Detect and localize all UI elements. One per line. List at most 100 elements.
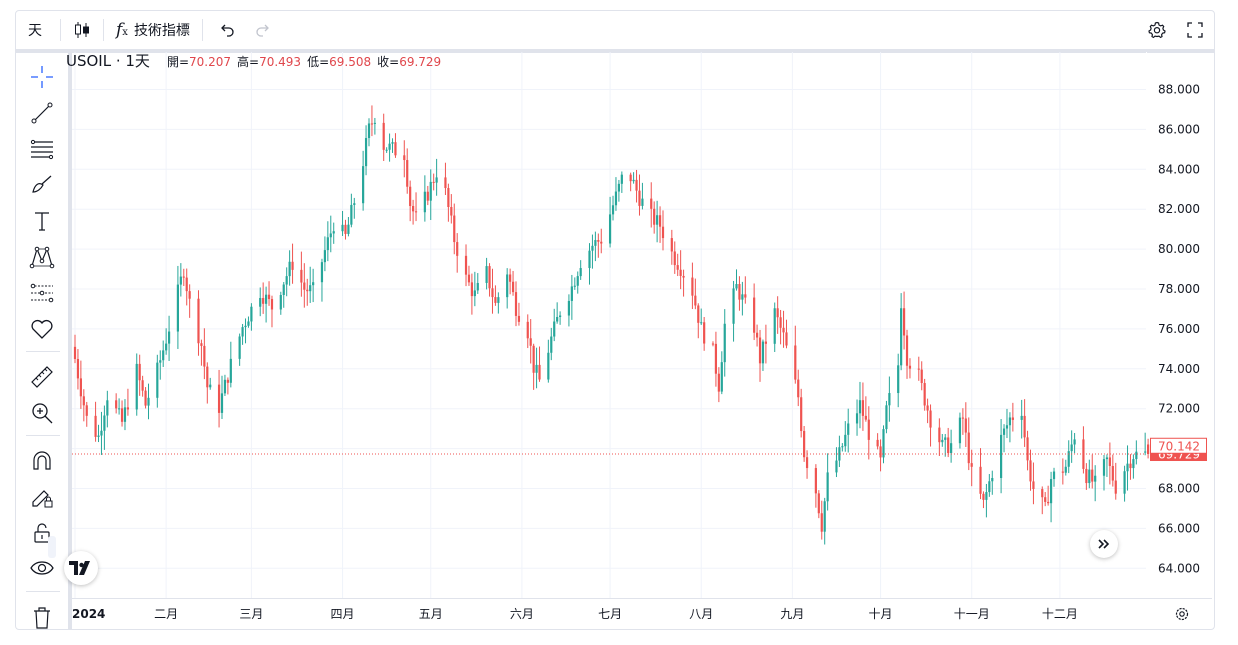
candle-body	[1026, 437, 1029, 461]
candle-body	[744, 294, 747, 298]
hide-tool[interactable]	[26, 553, 58, 585]
candle-body	[262, 298, 265, 304]
fullscreen-button[interactable]	[1176, 11, 1214, 49]
high-label: 高=	[237, 55, 260, 69]
candle-body	[855, 413, 859, 424]
fib-tool[interactable]	[26, 133, 58, 165]
scroll-to-realtime-button[interactable]	[1090, 530, 1118, 558]
candle-body	[1085, 468, 1088, 484]
candle-body	[118, 408, 121, 410]
candle-body	[567, 300, 571, 316]
candle-body	[312, 282, 315, 286]
candle-body	[758, 337, 762, 364]
candle-body	[650, 198, 653, 209]
tradingview-logo[interactable]	[64, 551, 98, 585]
candle-body	[947, 437, 950, 454]
candle-body	[908, 365, 912, 369]
forecast-tool[interactable]	[26, 277, 58, 309]
candles-icon	[75, 22, 89, 38]
candle-body	[115, 400, 118, 409]
measure-tool[interactable]	[26, 361, 58, 393]
candle-body	[1064, 466, 1067, 473]
candle-body	[491, 288, 494, 298]
double-chevron-right-icon	[1098, 539, 1110, 549]
candle-body	[367, 123, 371, 139]
candle-body	[203, 345, 206, 367]
candle-body	[1052, 471, 1056, 480]
candle-body	[309, 285, 312, 292]
redo-button[interactable]	[245, 11, 281, 49]
candle-body	[1002, 428, 1006, 435]
candle-body	[611, 205, 615, 215]
brush-tool[interactable]	[26, 169, 58, 201]
candle-body	[632, 179, 635, 182]
indicators-button[interactable]: fx 技術指標	[110, 11, 196, 49]
candle-body	[588, 250, 591, 269]
candle-body	[923, 383, 926, 406]
candle-body	[244, 325, 247, 328]
settings-button[interactable]	[1138, 11, 1176, 49]
candle-body	[638, 190, 641, 206]
text-tool[interactable]	[26, 205, 58, 237]
candle-body	[241, 327, 244, 337]
candle-body	[1147, 444, 1150, 455]
time-axis-label: 七月	[598, 607, 622, 621]
candle-body	[861, 400, 865, 416]
candle-body	[1105, 457, 1109, 460]
candle-body	[841, 446, 844, 448]
brush-icon	[32, 175, 52, 193]
candle-body	[497, 297, 500, 303]
candle-body	[303, 282, 306, 290]
trend-line-tool[interactable]	[26, 97, 58, 129]
candle-body	[738, 284, 741, 300]
candle-body	[103, 415, 106, 431]
candle-body	[1041, 489, 1044, 498]
candle-body	[779, 317, 782, 328]
candle-body	[1023, 415, 1026, 438]
candle-body	[897, 365, 900, 394]
remove-tool[interactable]	[26, 601, 58, 629]
favorites-tool[interactable]	[26, 313, 58, 345]
candle-body	[106, 400, 109, 416]
toolbar-collapse-handle[interactable]	[48, 536, 56, 558]
candle-body	[550, 336, 553, 353]
magnet-tool[interactable]	[26, 445, 58, 477]
candle-body	[682, 275, 685, 278]
low-label: 低=	[307, 55, 330, 69]
candle-body	[141, 380, 144, 391]
candle-body	[641, 198, 644, 206]
time-axis-label: 十二月	[1042, 607, 1078, 621]
symbol-title[interactable]: USOIL · 1天	[66, 52, 150, 70]
candle-body	[656, 215, 659, 225]
toolbar-right	[1138, 11, 1214, 49]
axis-settings-icon[interactable]	[1175, 607, 1189, 621]
interval-button[interactable]: 天	[16, 11, 54, 49]
time-axis-label: 二月	[154, 607, 178, 621]
candle-body	[511, 281, 515, 293]
pattern-tool[interactable]	[26, 241, 58, 273]
close-value: 69.729	[399, 55, 442, 69]
candle-body	[950, 443, 953, 454]
candle-body	[165, 343, 168, 351]
undo-button[interactable]	[209, 11, 245, 49]
price-axis-label: 64.000	[1158, 561, 1200, 575]
candle-body	[670, 238, 673, 252]
candle-body	[694, 295, 697, 306]
candle-body	[735, 284, 738, 289]
candle-body	[797, 379, 800, 398]
candle-body	[864, 415, 867, 420]
zoom-tool[interactable]	[26, 397, 58, 429]
candle-body	[197, 298, 200, 344]
candle-body	[423, 191, 426, 213]
candle-body	[635, 179, 638, 191]
stay-drawing-tool[interactable]	[26, 481, 58, 513]
candle-body	[700, 322, 703, 324]
crosshair-tool[interactable]	[26, 61, 58, 93]
candle-body	[156, 362, 159, 398]
candle-body	[282, 284, 285, 295]
candle-body	[941, 439, 944, 443]
chart-type-button[interactable]	[67, 11, 97, 49]
candle-body	[426, 191, 429, 201]
time-axis-label: 十一月	[954, 607, 990, 621]
